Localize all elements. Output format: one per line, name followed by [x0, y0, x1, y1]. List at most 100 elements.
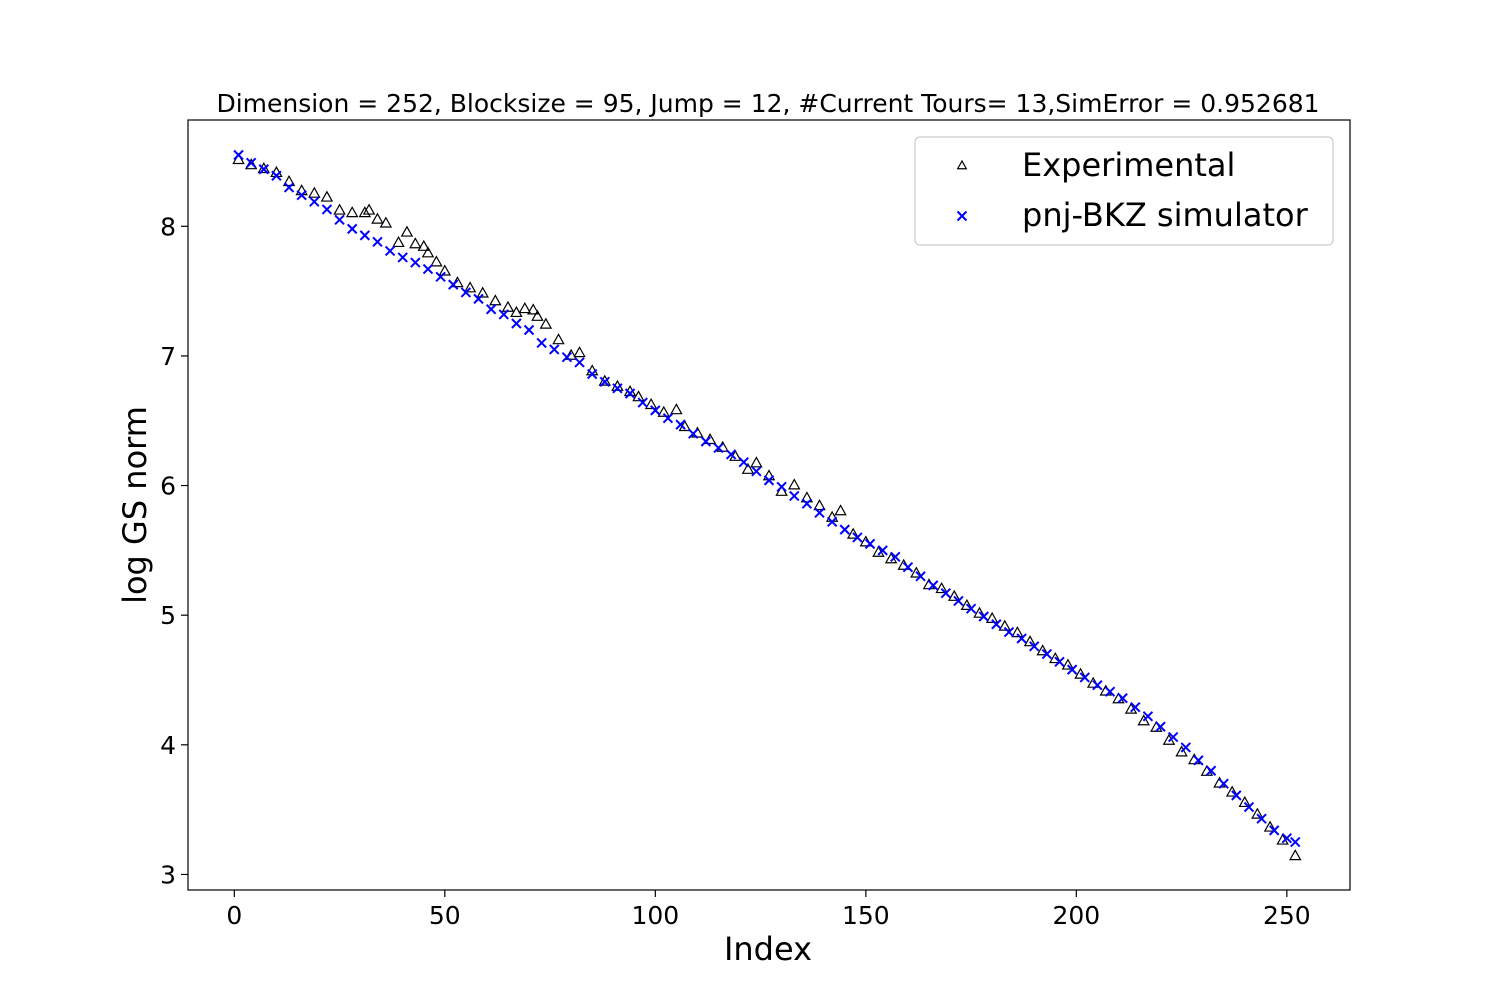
data-point — [839, 524, 850, 535]
legend-label: Experimental — [1022, 146, 1235, 184]
data-point — [536, 337, 547, 349]
data-point — [523, 324, 535, 336]
data-point — [813, 499, 826, 511]
data-point — [814, 507, 825, 518]
data-point — [271, 170, 282, 181]
data-point — [552, 333, 565, 345]
data-point — [940, 587, 952, 599]
data-point — [392, 235, 405, 248]
data-point — [965, 603, 977, 614]
data-point — [1175, 745, 1188, 757]
data-point — [371, 212, 384, 224]
data-point — [1023, 635, 1037, 647]
data-point — [549, 344, 560, 355]
data-point — [915, 571, 926, 582]
data-point — [1049, 652, 1062, 664]
data-point — [435, 271, 446, 283]
data-point — [991, 619, 1002, 630]
data-point — [384, 245, 396, 257]
x-tick-label: 100 — [631, 901, 679, 930]
data-point — [448, 279, 459, 290]
data-point — [1079, 672, 1090, 683]
data-point — [473, 293, 484, 305]
data-point — [644, 397, 658, 410]
data-point — [397, 252, 408, 263]
data-point — [657, 405, 670, 417]
data-point — [573, 346, 586, 358]
data-point — [864, 538, 876, 550]
data-point — [1011, 626, 1024, 638]
data-point — [233, 149, 244, 161]
data-point — [334, 214, 345, 226]
data-point — [1092, 679, 1103, 691]
y-tick-label: 5 — [160, 601, 176, 630]
data-point — [1041, 648, 1053, 660]
data-point — [713, 442, 724, 454]
y-axis: 3 4 5 6 7 8 — [160, 212, 188, 889]
y-tick-label: 4 — [160, 731, 176, 760]
data-point — [308, 186, 321, 198]
data-point — [422, 263, 434, 275]
data-point — [320, 190, 334, 202]
data-point — [890, 551, 901, 563]
data-point — [1142, 711, 1154, 722]
y-tick-label: 7 — [160, 342, 176, 371]
data-point — [283, 182, 295, 193]
data-point — [612, 383, 623, 394]
data-point — [1061, 658, 1075, 670]
data-point — [345, 206, 359, 218]
data-point — [846, 527, 860, 539]
axes-frame — [187, 119, 1351, 891]
data-point — [379, 216, 393, 228]
data-point — [800, 491, 814, 503]
data-point — [333, 203, 346, 215]
data-point — [282, 174, 296, 187]
series-simulator — [233, 149, 1301, 848]
data-point — [400, 225, 414, 237]
data-point — [1225, 785, 1239, 797]
data-point — [1243, 801, 1255, 813]
data-point — [1003, 626, 1015, 638]
data-point — [763, 475, 775, 486]
data-point — [1281, 832, 1293, 844]
data-point — [978, 611, 989, 622]
data-point — [358, 206, 372, 218]
legend-marker-experimental — [956, 159, 968, 170]
data-point — [624, 388, 636, 399]
data-point — [510, 305, 523, 318]
x-tick-label: 150 — [842, 901, 890, 930]
data-point — [741, 462, 755, 474]
data-point — [511, 318, 522, 329]
data-point — [1074, 667, 1087, 679]
data-point — [410, 257, 421, 268]
data-point — [738, 457, 749, 468]
data-point — [485, 304, 497, 315]
data-point — [258, 164, 269, 175]
data-point — [1205, 765, 1217, 776]
data-point — [1016, 633, 1027, 644]
data-point — [688, 428, 699, 439]
data-point — [1289, 849, 1302, 861]
data-point — [1180, 742, 1192, 753]
data-point — [321, 204, 333, 215]
data-point — [902, 562, 914, 573]
data-point — [834, 504, 847, 516]
data-point — [586, 368, 598, 380]
data-point — [362, 203, 376, 215]
data-point — [574, 357, 585, 368]
data-point — [409, 237, 422, 249]
data-point — [637, 397, 648, 408]
data-point — [998, 619, 1012, 631]
data-point — [1036, 644, 1049, 656]
data-point — [662, 412, 674, 424]
x-tick-label: 200 — [1052, 901, 1100, 930]
data-point — [826, 516, 838, 528]
data-point — [1155, 721, 1166, 732]
data-point — [526, 303, 540, 315]
data-point — [1263, 820, 1277, 832]
data-point — [632, 390, 645, 402]
data-point — [1130, 702, 1141, 713]
data-point — [1137, 714, 1150, 726]
legend-marker-simulator — [956, 210, 968, 222]
